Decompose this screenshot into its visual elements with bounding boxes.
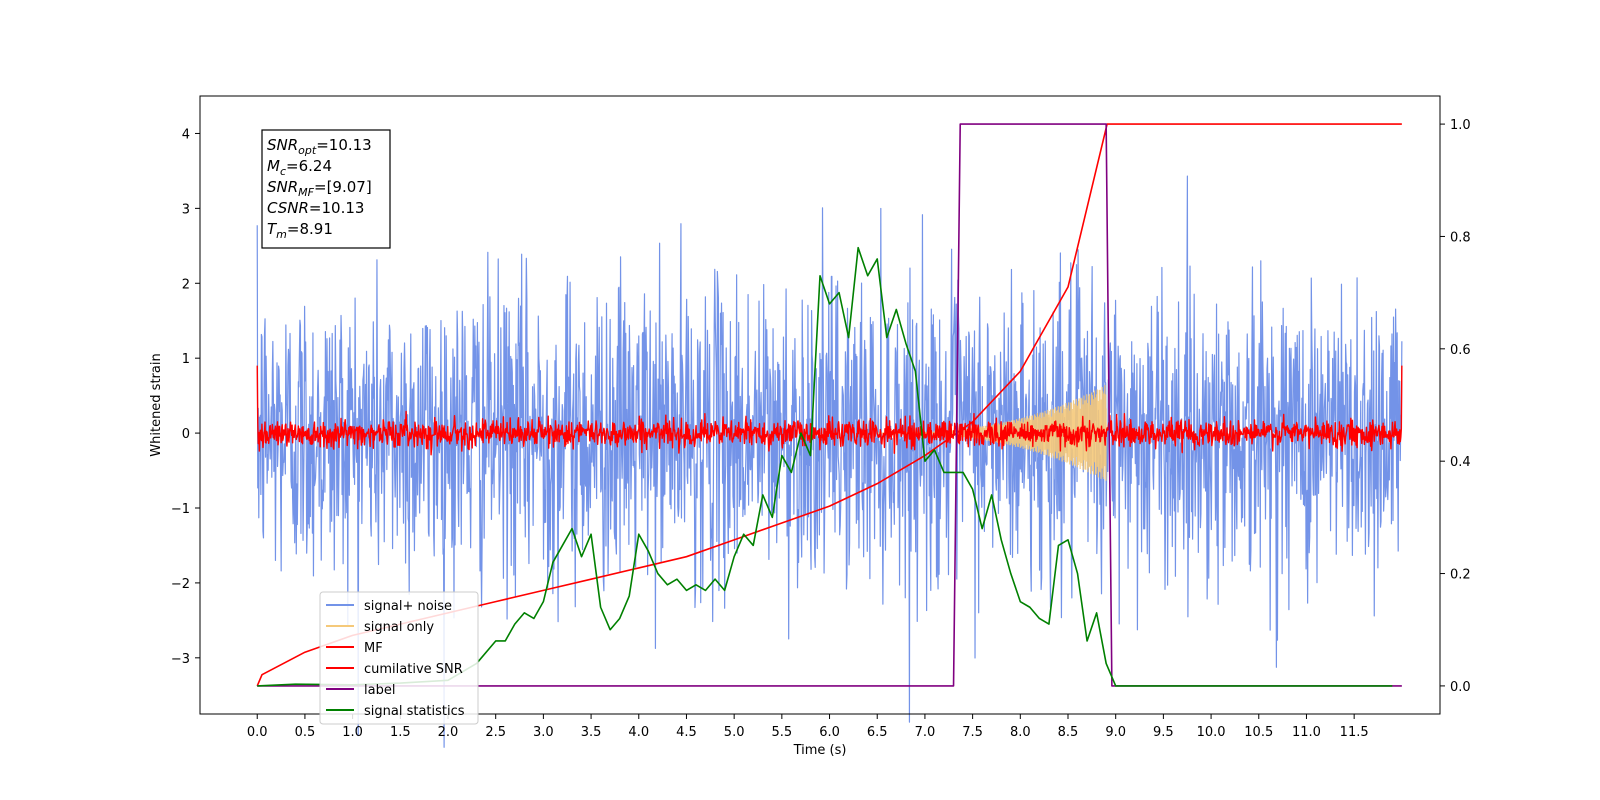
x-tick-label: 3.5 (581, 725, 602, 740)
y2-tick-label: 1.0 (1450, 118, 1471, 133)
annotation-value: =6.24 (286, 157, 332, 175)
x-tick-label: 6.5 (867, 725, 888, 740)
y-tick-label: −2 (171, 577, 190, 592)
annotation-value: =10.13 (309, 199, 365, 217)
y2-tick-label: 0.0 (1450, 680, 1471, 695)
x-tick-label: 11.0 (1292, 725, 1321, 740)
annotation-value: =8.91 (287, 220, 333, 238)
legend: signal+ noise signal only MF cumilative SNR… (319, 591, 479, 725)
x-tick-label: 1.5 (390, 725, 411, 740)
axes: 0.0 0.5 1.0 1.5 2.0 2.5 3.0 3.5 4.0 4.5 5.0 5.5 6.0 6… (171, 118, 1471, 740)
annotation-box: SNRopt=10.13Mc=6.24SNRMF=[9.07]CSNR=10.1… (261, 129, 391, 249)
annotation-value: =10.13 (316, 136, 372, 154)
y2-tick-label: 0.6 (1450, 343, 1471, 358)
y2-tick-label: 0.4 (1450, 455, 1471, 470)
legend-label: signal+ noise (364, 599, 452, 614)
annotation-frame (261, 129, 391, 249)
annotation-line: Tm=8.91 (267, 220, 333, 241)
y-tick-label: 2 (182, 277, 190, 292)
series-signal-noise (256, 175, 1403, 748)
x-axis-title: Time (s) (793, 743, 847, 758)
annotation-symbol: M (267, 157, 280, 175)
y-tick-label: −1 (171, 502, 190, 517)
x-tick-label: 8.0 (1010, 725, 1031, 740)
x-tick-label: 0.5 (295, 725, 316, 740)
x-tick-label: 4.0 (628, 725, 649, 740)
y-tick-label: 1 (182, 352, 190, 367)
x-tick-label: 6.0 (819, 725, 840, 740)
legend-label: signal only (364, 620, 434, 635)
legend-label: label (364, 683, 395, 698)
x-tick-label: 9.0 (1105, 725, 1126, 740)
x-tick-label: 10.0 (1197, 725, 1226, 740)
annotation-line: SNRopt=10.13 (267, 136, 372, 157)
x-tick-label: 8.5 (1058, 725, 1079, 740)
annotation-subscript: MF (298, 186, 314, 199)
x-tick-label: 3.0 (533, 725, 554, 740)
y2-tick-label: 0.2 (1450, 568, 1471, 583)
x-tick-label: 1.0 (342, 725, 363, 740)
legend-label: MF (364, 641, 383, 656)
annotation-symbol: T (267, 220, 278, 238)
x-tick-label: 7.0 (915, 725, 936, 740)
x-tick-label: 2.0 (438, 725, 459, 740)
x-tick-label: 0.0 (247, 725, 268, 740)
x-tick-label: 5.0 (724, 725, 745, 740)
x-tick-label: 5.5 (772, 725, 793, 740)
series-signal-statistics (257, 246, 1393, 687)
y-tick-label: 4 (182, 127, 190, 142)
legend-frame (319, 591, 479, 725)
y-tick-label: 3 (182, 202, 190, 217)
annotation-symbol: CSNR (267, 199, 309, 217)
annotation-subscript: c (280, 165, 286, 178)
x-tick-label: 7.5 (962, 725, 983, 740)
annotation-line: SNRMF=[9.07] (267, 178, 372, 199)
x-tick-label: 4.5 (676, 725, 697, 740)
legend-label: cumilative SNR (364, 662, 463, 677)
annotation-symbol: SNR (267, 178, 298, 196)
legend-label: signal statistics (364, 704, 465, 719)
x-tick-label: 2.5 (485, 725, 506, 740)
annotation-symbol: SNR (267, 136, 298, 154)
annotation-value: =[9.07] (314, 178, 372, 196)
annotation-subscript: m (276, 228, 287, 241)
y-tick-label: −3 (171, 652, 190, 667)
x-tick-label: 11.5 (1340, 725, 1369, 740)
annotation-line: Mc=6.24 (267, 157, 332, 178)
y-axis-title: Whitened strain (149, 353, 164, 456)
x-tick-label: 10.5 (1244, 725, 1273, 740)
annotation-line: CSNR=10.13 (267, 199, 364, 217)
y-tick-label: 0 (182, 427, 190, 442)
axes-frame (199, 95, 1441, 715)
x-tick-label: 9.5 (1153, 725, 1174, 740)
y2-tick-label: 0.8 (1450, 230, 1471, 245)
annotation-subscript: opt (298, 144, 317, 157)
series-mf (256, 365, 1403, 456)
